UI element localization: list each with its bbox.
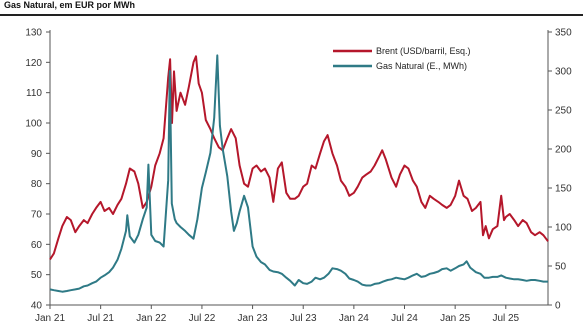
y-left-ticks: 40 50 60 70 80 90 100 110 120 130 [25,28,50,312]
y-left-tick-label: 90 [31,149,43,160]
legend-label-gas-natural: Gas Natural (E., MWh) [376,61,467,71]
y-right-tick-label: 0 [555,301,561,312]
x-tick-label: Jan 22 [136,313,166,324]
legend: Brent (USD/barril, Esq.) Gas Natural (E.,… [333,46,471,71]
y-left-tick-label: 80 [31,179,43,190]
y-right-tick-label: 250 [555,106,572,117]
y-right-tick-label: 150 [555,184,572,195]
y-left-tick-label: 110 [26,88,42,99]
title-rule [0,14,583,16]
y-left-tick-label: 60 [31,240,43,251]
series-line-brent [49,55,549,261]
legend-label-brent: Brent (USD/barril, Esq.) [376,46,471,56]
x-tick-label: Jan 25 [440,313,470,324]
y-left-tick-label: 120 [25,58,42,69]
x-tick-label: Jul 21 [87,313,114,324]
x-tick-label: Jan 23 [238,313,268,324]
y-left-tick-label: 100 [25,119,42,130]
x-tick-label: Jan 21 [35,313,65,324]
x-tick-label: Jul 22 [189,313,216,324]
y-right-tick-label: 300 [555,67,572,78]
y-right-tick-label: 200 [555,145,572,156]
y-left-tick-label: 70 [31,210,43,221]
y-left-tick-label: 130 [25,28,42,39]
axes [49,30,549,306]
chart-title: Gas Natural, em EUR por MWh [4,0,136,10]
series-lines [49,54,549,293]
x-tick-label: Jul 23 [290,313,317,324]
x-tick-label: Jan 24 [339,313,369,324]
y-right-ticks: 0 50 100 150 200 250 300 350 [548,28,572,312]
x-tick-label: Jul 25 [492,313,519,324]
y-left-tick-label: 50 [31,270,43,281]
y-right-tick-label: 50 [555,262,567,273]
y-left-tick-label: 40 [31,301,43,312]
y-right-tick-label: 100 [555,223,572,234]
y-right-tick-label: 350 [555,28,572,39]
x-tick-label: Jul 24 [391,313,418,324]
series-line-gas-natural [49,54,548,293]
x-ticks: Jan 21 Jul 21 Jan 22 Jul 22 Jan 23 Jul 23 Jan … [35,305,520,324]
